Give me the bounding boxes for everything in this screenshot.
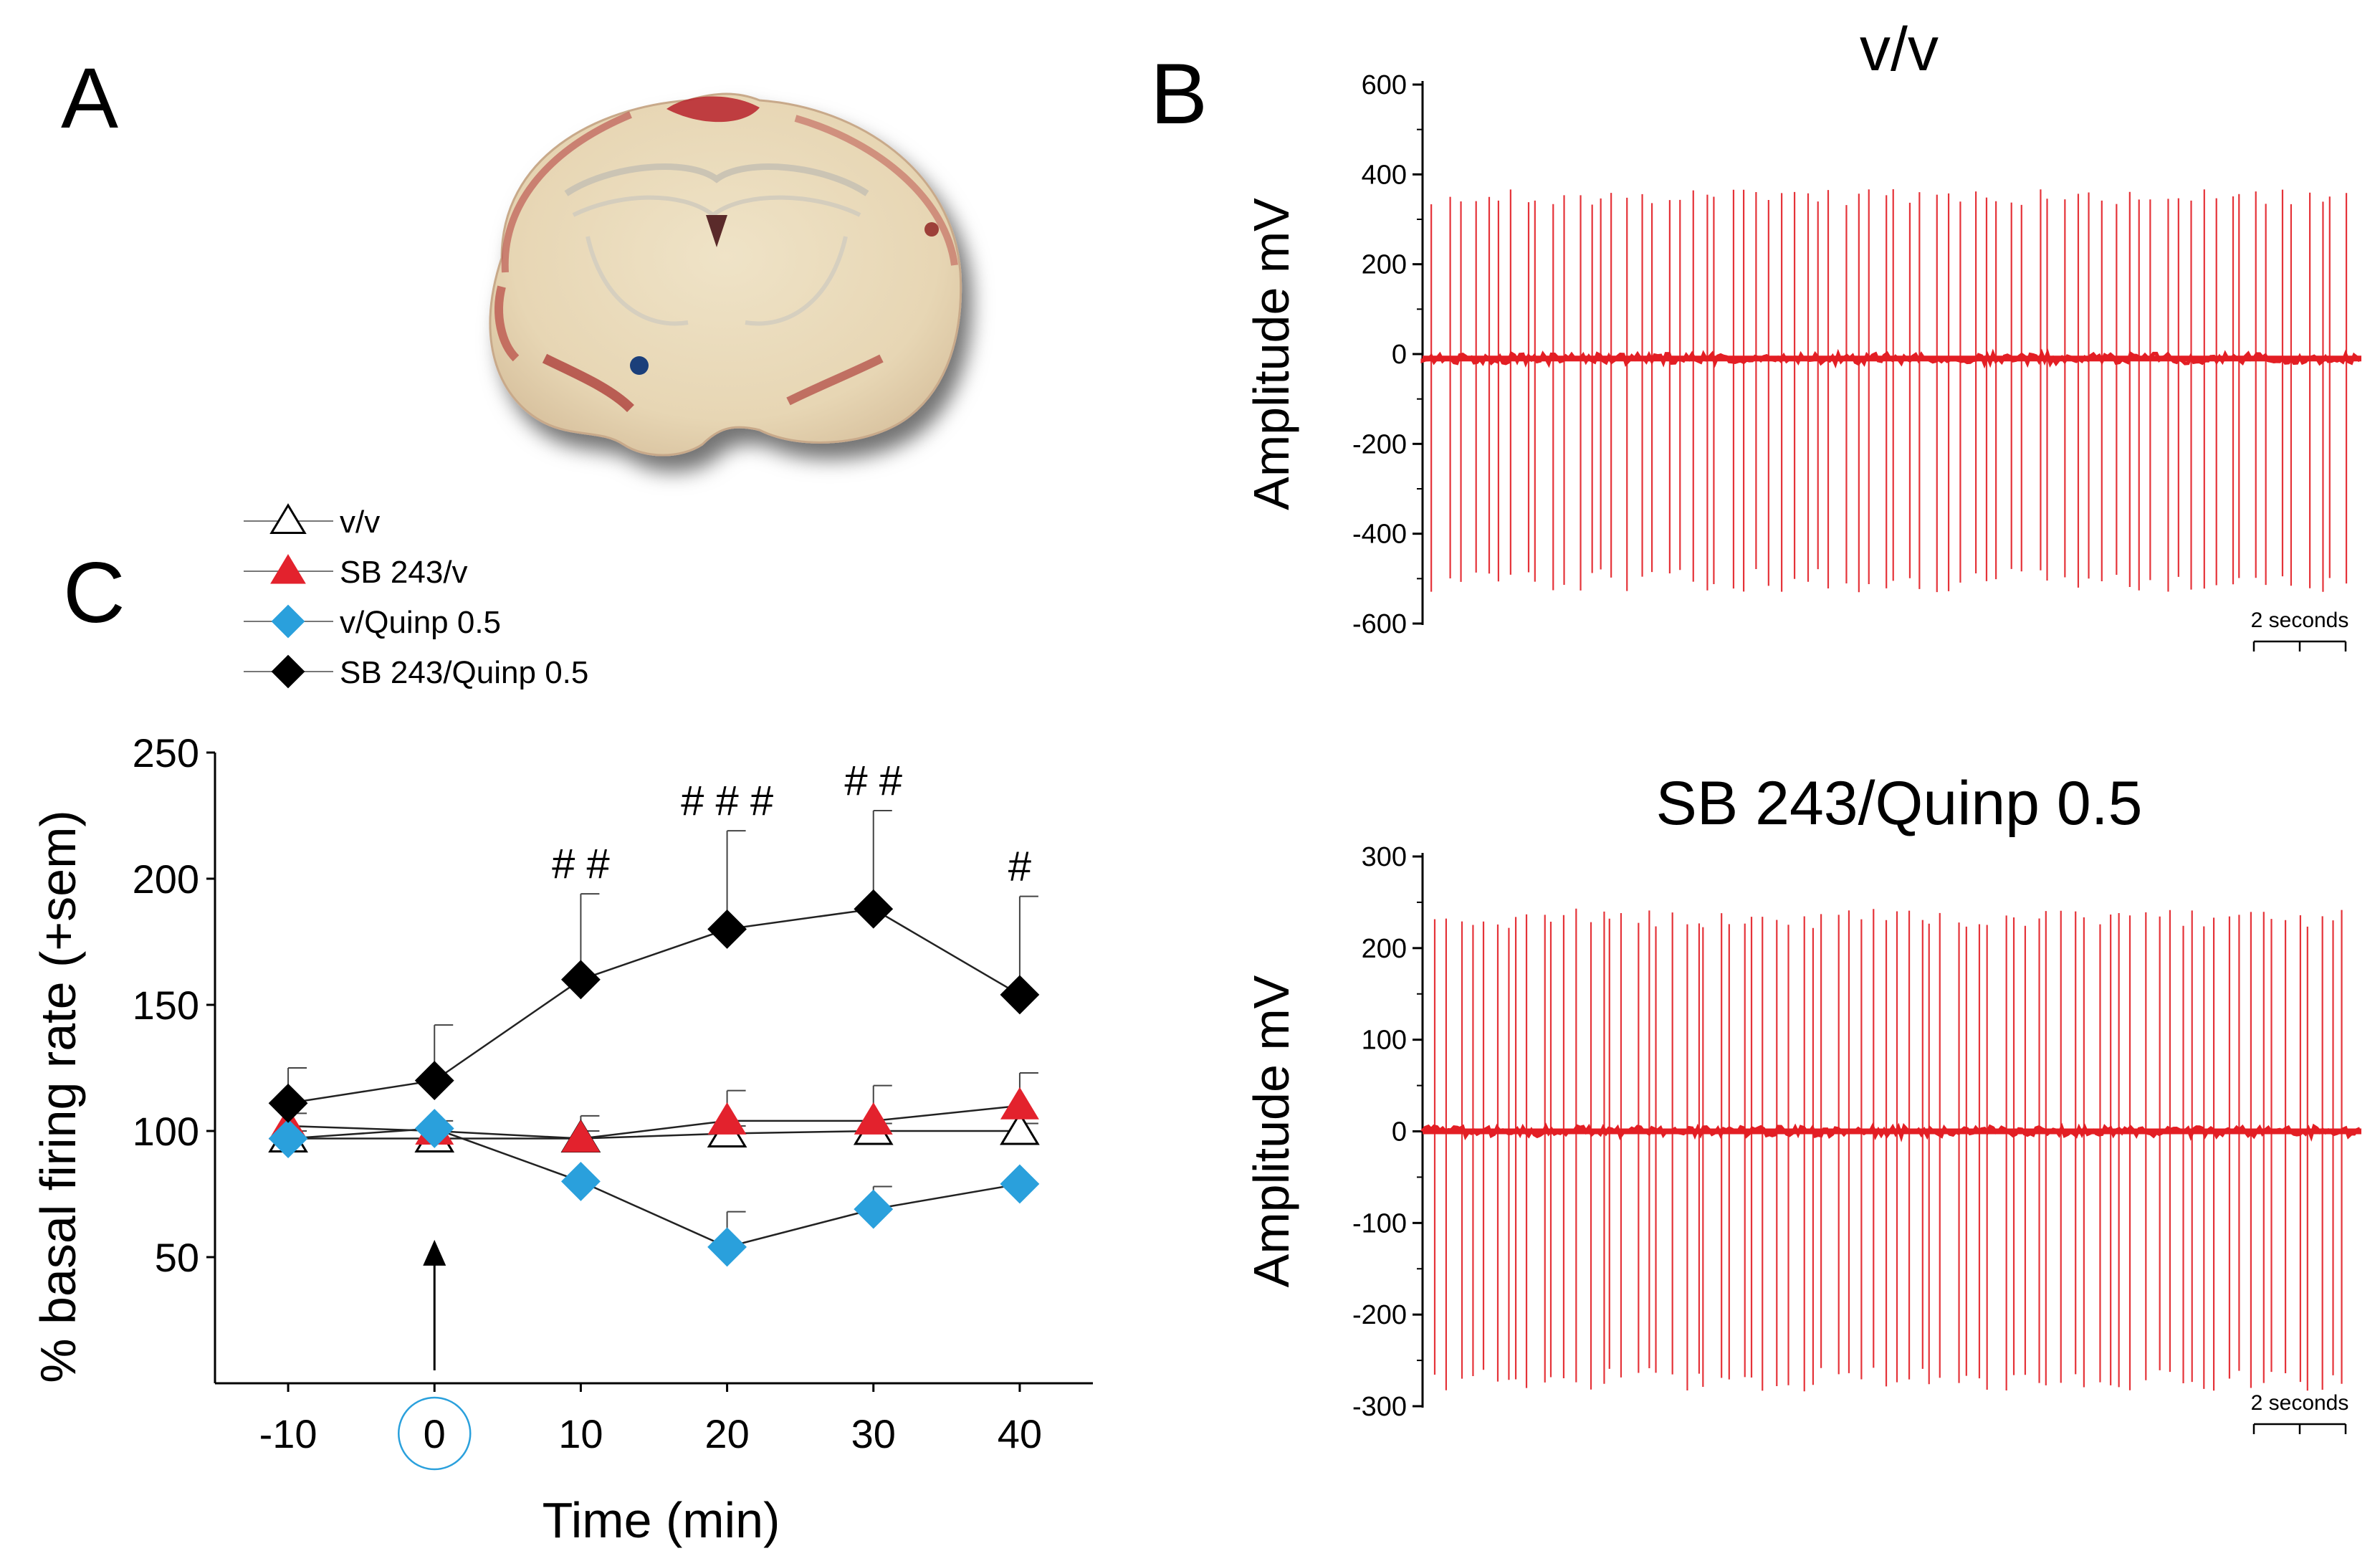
data-point [707,1102,747,1135]
panel-label-b: B [1150,46,1208,142]
data-point [414,1109,454,1148]
legend-label: SB 243/Quinp 0.5 [340,655,588,690]
scale-bar-label: 2 seconds [2251,608,2349,632]
scale-bar-label: 2 seconds [2251,1391,2349,1415]
data-point [1000,1112,1040,1145]
dye-spot-icon [630,356,649,375]
data-point [854,889,894,929]
data-point [268,1119,308,1158]
legend-marker [271,654,305,689]
trace-title: SB 243/Quinp 0.5 [1656,769,2143,838]
trace-y-tick-label: 200 [1362,250,1407,280]
highlighted-tick-circle [398,1396,472,1471]
trace-y-tick-label: 400 [1362,160,1407,190]
legend-label: v/Quinp 0.5 [340,605,501,640]
trace-y-tick-label: -100 [1352,1208,1407,1238]
trace-y-axis-title: Amplitude mV [1243,198,1299,510]
legend-marker [270,554,306,584]
trace-y-tick-label: -300 [1352,1392,1407,1422]
significance-annotation: # [1008,844,1031,890]
panel-label-c: C [63,545,125,641]
data-point [561,960,601,1000]
series-line [288,1130,1020,1140]
legend-label: v/v [340,505,380,540]
data-point [707,909,747,949]
trace-y-tick-label: 0 [1392,1117,1407,1147]
legend-marker [271,604,305,639]
panel-label-a: A [61,50,118,146]
data-point [1000,975,1040,1015]
trace-y-tick-label: 0 [1392,340,1407,370]
y-axis-title: % basal firing rate (+sem) [30,810,86,1383]
data-point [561,1161,601,1201]
x-tick-label: 0 [424,1411,446,1456]
significance-annotation: # # [552,841,610,887]
trace-panel-bottom: SB 243/Quinp 0.5 Amplitude mV 300 200 100 0 -1… [1243,769,2361,1434]
x-tick-label: 10 [558,1411,603,1456]
data-point [561,1120,601,1152]
legend-label: SB 243/v [340,555,468,590]
trace-y-tick-label: 200 [1362,934,1407,964]
trace-y-tick-label: -400 [1352,520,1407,550]
series-line [288,1104,1021,1140]
series-line [287,907,1021,1104]
chart-c-legend: v/v SB 243/v v/Quinp 0.5 SB 243/Quinp 0.5 [244,503,588,690]
trace-y-tick-label: -600 [1352,609,1407,639]
y-tick-label: 50 [155,1235,199,1280]
y-tick-label: 100 [133,1109,199,1154]
data-point [1000,1164,1040,1204]
coronal-brain-section-image [489,92,962,457]
series-line [287,1127,1021,1249]
trace-panel-top: v/v Amplitude mV 600 400 200 0 -200 -400 -600 2 s… [1243,15,2361,651]
x-tick-label: 20 [704,1411,749,1456]
x-tick-label: -10 [259,1411,317,1456]
x-tick-label: 40 [998,1411,1042,1456]
y-tick-label: 200 [133,856,199,902]
injection-arrow-head [423,1239,446,1266]
data-point [268,1083,308,1123]
data-point [854,1102,893,1135]
x-axis-title: Time (min) [543,1492,780,1548]
trace-title: v/v [1860,15,1939,84]
y-tick-label: 150 [133,983,199,1028]
legend-marker [269,503,307,534]
chart-c: 50 100 150 200 250 -10 0 10 20 30 40 Time (min) % ba… [30,730,1093,1548]
brain-details [494,96,958,413]
trace-y-tick-label: -200 [1352,1300,1407,1330]
trace-y-tick-label: 600 [1362,70,1407,100]
trace-y-axis-title: Amplitude mV [1243,975,1299,1287]
data-point [854,1189,894,1229]
data-point [414,1061,454,1101]
data-point [1000,1087,1039,1120]
trace-y-tick-label: -200 [1352,429,1407,459]
y-tick-label: 250 [133,730,199,775]
trace-y-tick-label: 100 [1362,1026,1407,1056]
data-point [707,1227,747,1267]
trace-y-tick-label: 300 [1362,842,1407,872]
x-tick-label: 30 [851,1411,896,1456]
significance-annotation: # # # [681,778,773,824]
significance-annotation: # # [844,758,902,804]
